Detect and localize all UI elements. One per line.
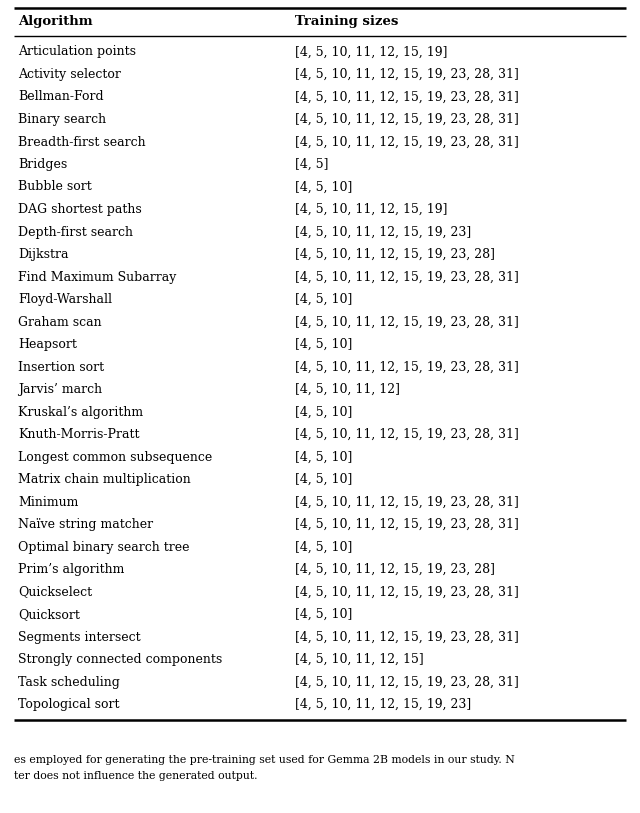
Text: Optimal binary search tree: Optimal binary search tree	[18, 541, 189, 554]
Text: es employed for generating the pre-training set used for Gemma 2B models in our : es employed for generating the pre-train…	[14, 755, 515, 765]
Text: ter does not influence the generated output.: ter does not influence the generated out…	[14, 771, 257, 781]
Text: [4, 5, 10, 11, 12, 15, 19]: [4, 5, 10, 11, 12, 15, 19]	[295, 203, 447, 216]
Text: Training sizes: Training sizes	[295, 15, 398, 28]
Text: Bridges: Bridges	[18, 158, 67, 171]
Text: Prim’s algorithm: Prim’s algorithm	[18, 563, 124, 576]
Text: [4, 5, 10, 11, 12, 15, 19, 23, 28, 31]: [4, 5, 10, 11, 12, 15, 19, 23, 28, 31]	[295, 271, 519, 284]
Text: Quickselect: Quickselect	[18, 585, 92, 598]
Text: Dijkstra: Dijkstra	[18, 248, 68, 261]
Text: [4, 5, 10, 11, 12, 15, 19, 23, 28, 31]: [4, 5, 10, 11, 12, 15, 19, 23, 28, 31]	[295, 360, 519, 373]
Text: Topological sort: Topological sort	[18, 698, 120, 711]
Text: [4, 5, 10]: [4, 5, 10]	[295, 293, 353, 306]
Text: [4, 5, 10, 11, 12, 15, 19, 23]: [4, 5, 10, 11, 12, 15, 19, 23]	[295, 225, 471, 238]
Text: [4, 5, 10, 11, 12, 15, 19, 23, 28, 31]: [4, 5, 10, 11, 12, 15, 19, 23, 28, 31]	[295, 68, 519, 81]
Text: [4, 5, 10, 11, 12, 15, 19, 23, 28, 31]: [4, 5, 10, 11, 12, 15, 19, 23, 28, 31]	[295, 315, 519, 328]
Text: Heapsort: Heapsort	[18, 338, 77, 351]
Text: [4, 5, 10, 11, 12, 15, 19, 23, 28, 31]: [4, 5, 10, 11, 12, 15, 19, 23, 28, 31]	[295, 90, 519, 103]
Text: [4, 5, 10]: [4, 5, 10]	[295, 450, 353, 463]
Text: Bubble sort: Bubble sort	[18, 180, 92, 193]
Text: Bellman-Ford: Bellman-Ford	[18, 90, 104, 103]
Text: Strongly connected components: Strongly connected components	[18, 653, 222, 666]
Text: Minimum: Minimum	[18, 495, 78, 508]
Text: Depth-first search: Depth-first search	[18, 225, 133, 238]
Text: Matrix chain multiplication: Matrix chain multiplication	[18, 473, 191, 486]
Text: [4, 5, 10, 11, 12, 15, 19, 23, 28, 31]: [4, 5, 10, 11, 12, 15, 19, 23, 28, 31]	[295, 136, 519, 149]
Text: Longest common subsequence: Longest common subsequence	[18, 450, 212, 463]
Text: [4, 5, 10]: [4, 5, 10]	[295, 180, 353, 193]
Text: Knuth-Morris-Pratt: Knuth-Morris-Pratt	[18, 428, 140, 441]
Text: Naïve string matcher: Naïve string matcher	[18, 518, 153, 531]
Text: Breadth-first search: Breadth-first search	[18, 136, 146, 149]
Text: Kruskal’s algorithm: Kruskal’s algorithm	[18, 406, 143, 419]
Text: [4, 5, 10, 11, 12, 15, 19, 23, 28]: [4, 5, 10, 11, 12, 15, 19, 23, 28]	[295, 563, 495, 576]
Text: [4, 5, 10, 11, 12, 15, 19, 23, 28, 31]: [4, 5, 10, 11, 12, 15, 19, 23, 28, 31]	[295, 676, 519, 689]
Text: [4, 5, 10, 11, 12, 15, 19, 23]: [4, 5, 10, 11, 12, 15, 19, 23]	[295, 698, 471, 711]
Text: Task scheduling: Task scheduling	[18, 676, 120, 689]
Text: Graham scan: Graham scan	[18, 315, 102, 328]
Text: [4, 5, 10]: [4, 5, 10]	[295, 338, 353, 351]
Text: [4, 5, 10, 11, 12, 15, 19]: [4, 5, 10, 11, 12, 15, 19]	[295, 46, 447, 59]
Text: [4, 5, 10, 11, 12, 15, 19, 23, 28, 31]: [4, 5, 10, 11, 12, 15, 19, 23, 28, 31]	[295, 428, 519, 441]
Text: [4, 5, 10, 11, 12, 15, 19, 23, 28, 31]: [4, 5, 10, 11, 12, 15, 19, 23, 28, 31]	[295, 518, 519, 531]
Text: [4, 5, 10, 11, 12, 15, 19, 23, 28, 31]: [4, 5, 10, 11, 12, 15, 19, 23, 28, 31]	[295, 113, 519, 126]
Text: [4, 5, 10]: [4, 5, 10]	[295, 608, 353, 621]
Text: Floyd-Warshall: Floyd-Warshall	[18, 293, 112, 306]
Text: [4, 5]: [4, 5]	[295, 158, 328, 171]
Text: Find Maximum Subarray: Find Maximum Subarray	[18, 271, 177, 284]
Text: Jarvis’ march: Jarvis’ march	[18, 383, 102, 396]
Text: [4, 5, 10, 11, 12]: [4, 5, 10, 11, 12]	[295, 383, 400, 396]
Text: DAG shortest paths: DAG shortest paths	[18, 203, 141, 216]
Text: Activity selector: Activity selector	[18, 68, 121, 81]
Text: [4, 5, 10, 11, 12, 15]: [4, 5, 10, 11, 12, 15]	[295, 653, 424, 666]
Text: [4, 5, 10, 11, 12, 15, 19, 23, 28, 31]: [4, 5, 10, 11, 12, 15, 19, 23, 28, 31]	[295, 631, 519, 644]
Text: [4, 5, 10, 11, 12, 15, 19, 23, 28, 31]: [4, 5, 10, 11, 12, 15, 19, 23, 28, 31]	[295, 585, 519, 598]
Text: [4, 5, 10, 11, 12, 15, 19, 23, 28]: [4, 5, 10, 11, 12, 15, 19, 23, 28]	[295, 248, 495, 261]
Text: [4, 5, 10]: [4, 5, 10]	[295, 406, 353, 419]
Text: [4, 5, 10]: [4, 5, 10]	[295, 541, 353, 554]
Text: Articulation points: Articulation points	[18, 46, 136, 59]
Text: Binary search: Binary search	[18, 113, 106, 126]
Text: Quicksort: Quicksort	[18, 608, 80, 621]
Text: Insertion sort: Insertion sort	[18, 360, 104, 373]
Text: [4, 5, 10, 11, 12, 15, 19, 23, 28, 31]: [4, 5, 10, 11, 12, 15, 19, 23, 28, 31]	[295, 495, 519, 508]
Text: [4, 5, 10]: [4, 5, 10]	[295, 473, 353, 486]
Text: Segments intersect: Segments intersect	[18, 631, 141, 644]
Text: Algorithm: Algorithm	[18, 15, 93, 28]
